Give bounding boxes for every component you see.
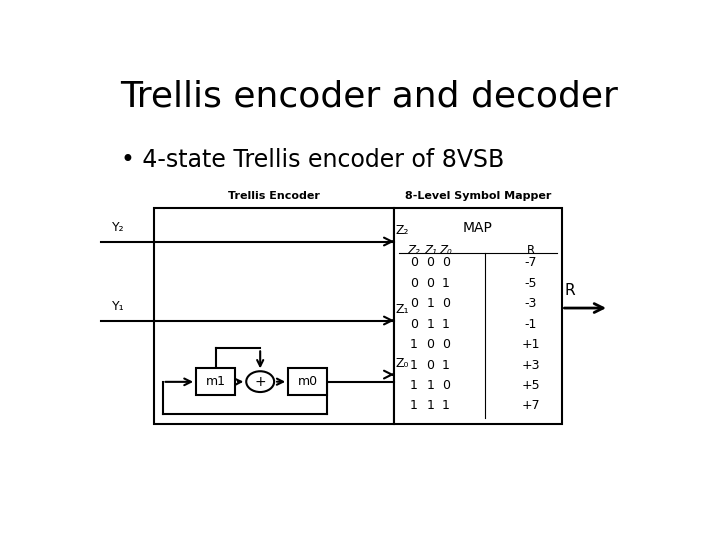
Text: +7: +7 [521,400,540,413]
Text: R: R [564,282,575,298]
Text: 1: 1 [442,277,450,290]
Text: Z₀: Z₀ [395,356,409,369]
Circle shape [246,371,274,392]
Text: MAP: MAP [463,221,492,235]
Text: 0: 0 [410,277,418,290]
Text: -5: -5 [525,277,537,290]
Text: 0: 0 [442,256,450,269]
Text: R: R [527,244,535,256]
Text: -1: -1 [525,318,537,330]
Text: 0: 0 [426,277,434,290]
Text: 0: 0 [426,256,434,269]
Text: +1: +1 [521,338,540,351]
Text: 1: 1 [426,298,434,310]
Text: Trellis encoder and decoder: Trellis encoder and decoder [120,79,618,113]
Text: 1: 1 [426,318,434,330]
FancyBboxPatch shape [394,208,562,424]
FancyBboxPatch shape [154,208,394,424]
Text: Y₁: Y₁ [112,300,125,313]
Text: +3: +3 [521,359,540,372]
Text: • 4-state Trellis encoder of 8VSB: • 4-state Trellis encoder of 8VSB [121,148,504,172]
Text: 1: 1 [442,318,450,330]
Text: +: + [254,375,266,389]
FancyBboxPatch shape [288,368,327,395]
Text: 0: 0 [442,338,450,351]
Text: 1: 1 [442,359,450,372]
Text: 1: 1 [410,400,418,413]
Text: Z₂: Z₂ [408,244,420,256]
Text: 0: 0 [442,379,450,392]
Text: m1: m1 [205,375,225,388]
Text: Trellis Encoder: Trellis Encoder [228,191,320,201]
Text: -3: -3 [525,298,537,310]
Text: -7: -7 [525,256,537,269]
Text: 1: 1 [426,379,434,392]
Text: 1: 1 [410,359,418,372]
FancyBboxPatch shape [196,368,235,395]
Text: 0: 0 [426,359,434,372]
Text: Z₁: Z₁ [424,244,437,256]
Text: 1: 1 [410,379,418,392]
Text: 0: 0 [410,318,418,330]
Text: +5: +5 [521,379,540,392]
Text: 0: 0 [426,338,434,351]
Text: 8-Level Symbol Mapper: 8-Level Symbol Mapper [405,191,551,201]
Text: Y₂: Y₂ [112,221,125,234]
Text: 1: 1 [426,400,434,413]
Text: Z₁: Z₁ [395,302,409,315]
Text: 1: 1 [410,338,418,351]
Text: 0: 0 [410,298,418,310]
Text: 1: 1 [442,400,450,413]
Text: 0: 0 [410,256,418,269]
Text: m0: m0 [297,375,318,388]
Text: 0: 0 [442,298,450,310]
Text: Z₀: Z₀ [440,244,452,256]
Text: Z₂: Z₂ [395,224,409,237]
